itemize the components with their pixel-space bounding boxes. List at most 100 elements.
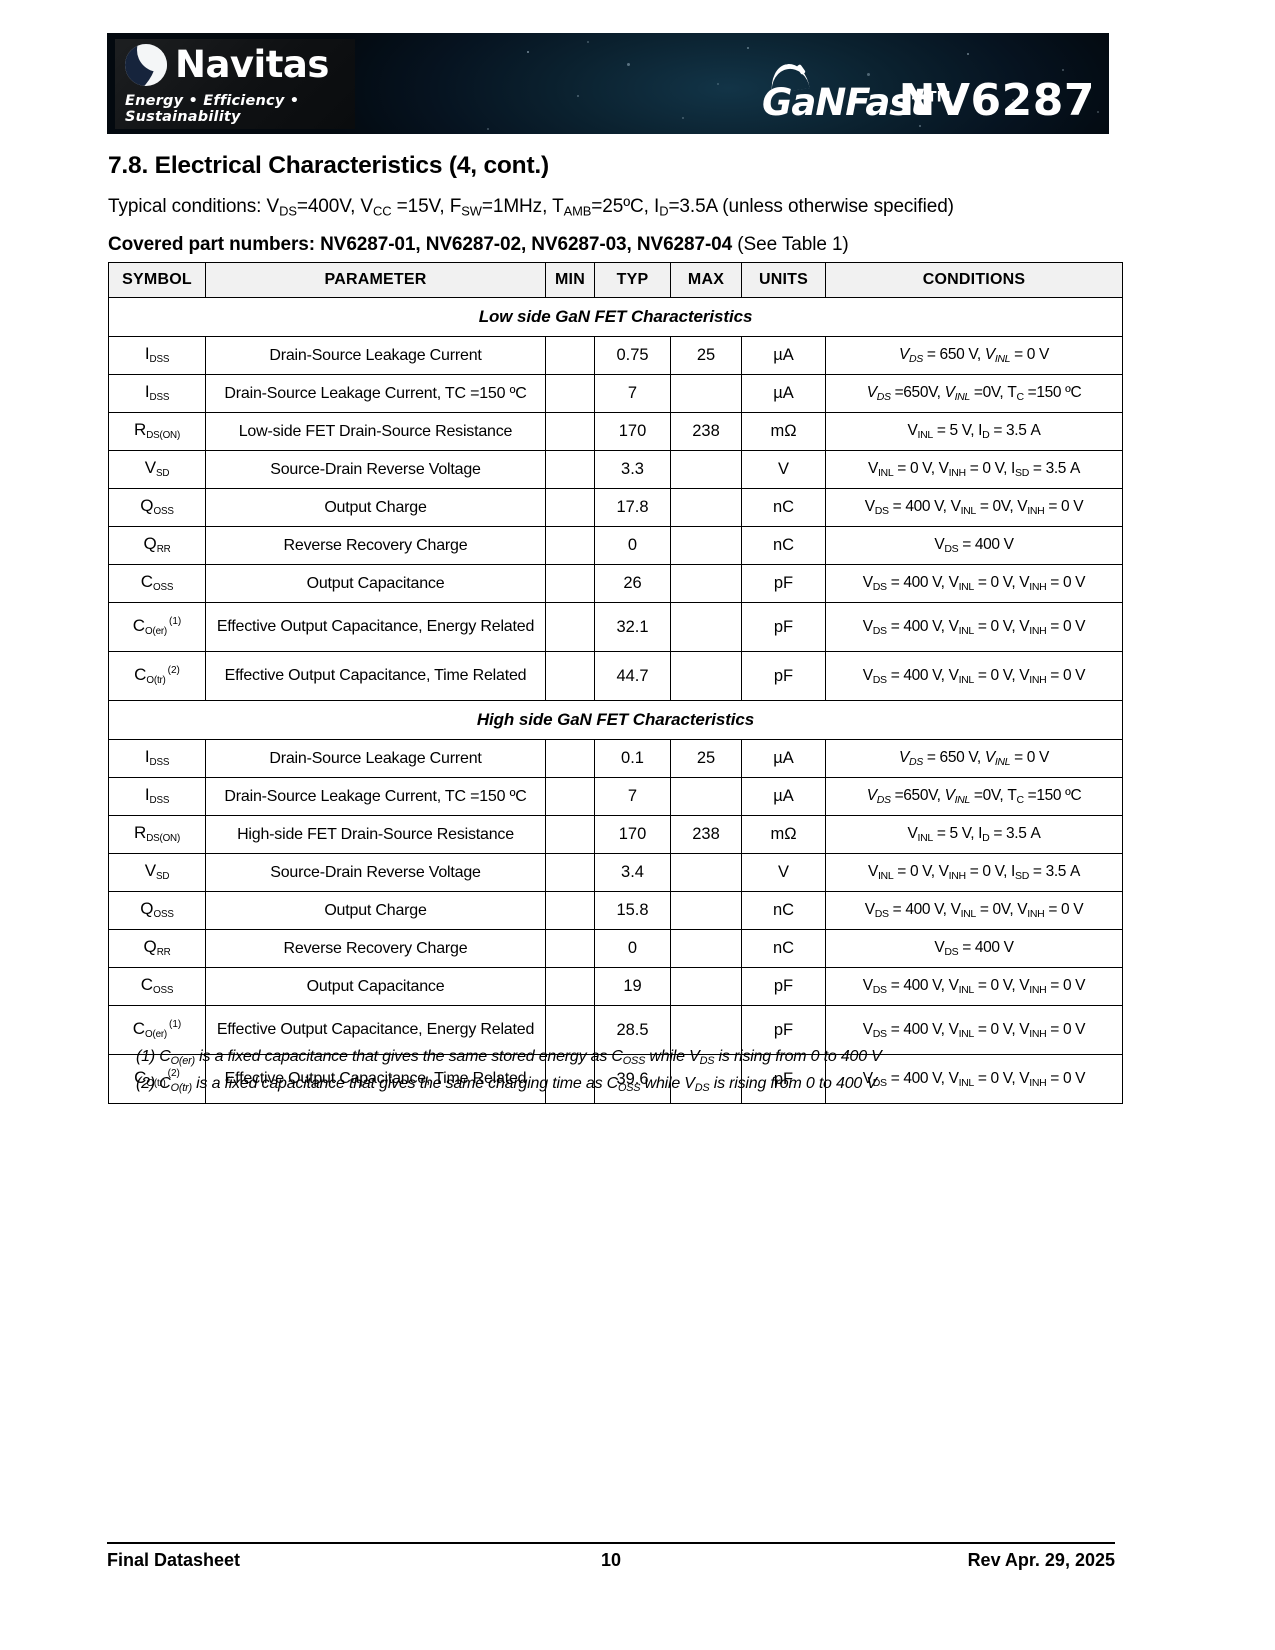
cell-min bbox=[545, 564, 595, 603]
cell-max: 25 bbox=[670, 739, 742, 778]
cell-parameter: Source-Drain Reverse Voltage bbox=[205, 853, 546, 892]
cell-symbol: QOSS bbox=[108, 891, 206, 930]
cell-conditions: VINL = 5 V, ID = 3.5 A bbox=[825, 815, 1123, 854]
cell-conditions: VDS = 650 V, VINL = 0 V bbox=[825, 739, 1123, 778]
cell-units: mΩ bbox=[741, 412, 826, 451]
cell-max: 238 bbox=[670, 815, 742, 854]
cell-typ: 32.1 bbox=[594, 602, 671, 652]
cell-conditions: VDS = 400 V, VINL = 0 V, VINH = 0 V bbox=[825, 651, 1123, 701]
cell-conditions: VDS = 400 V, VINL = 0 V, VINH = 0 V bbox=[825, 564, 1123, 603]
cell-typ: 7 bbox=[594, 777, 671, 816]
covered-part-numbers-line: Covered part numbers: NV6287-01, NV6287-… bbox=[108, 234, 849, 256]
trademark-mark: TM bbox=[927, 89, 951, 106]
cell-symbol: QRR bbox=[108, 526, 206, 565]
cell-parameter: Drain-Source Leakage Current bbox=[205, 336, 546, 375]
cell-units: nC bbox=[741, 929, 826, 968]
cell-typ: 28.5 bbox=[594, 1005, 671, 1055]
cell-typ: 0.1 bbox=[594, 739, 671, 778]
col-header-parameter: PARAMETER bbox=[205, 262, 546, 298]
cell-conditions: VDS =650V, VINL =0V, TC =150 ºC bbox=[825, 374, 1123, 413]
col-header-min: MIN bbox=[545, 262, 595, 298]
cell-typ: 3.3 bbox=[594, 450, 671, 489]
cell-symbol: RDS(ON) bbox=[108, 412, 206, 451]
cell-conditions: VDS = 400 V bbox=[825, 526, 1123, 565]
cell-min bbox=[545, 336, 595, 375]
cell-units: nC bbox=[741, 891, 826, 930]
cell-parameter: Reverse Recovery Charge bbox=[205, 929, 546, 968]
footnote-1: (1) CO(er) is a fixed capacitance that g… bbox=[136, 1048, 882, 1068]
typical-conditions-line: Typical conditions: VDS=400V, VCC =15V, … bbox=[108, 196, 954, 219]
cell-min bbox=[545, 374, 595, 413]
cell-parameter: High-side FET Drain-Source Resistance bbox=[205, 815, 546, 854]
table-row: QRR Reverse Recovery Charge 0 nC VDS = 400 V bbox=[108, 526, 1123, 565]
cell-max bbox=[670, 651, 742, 701]
footer-page-number: 10 bbox=[600, 1550, 622, 1570]
cell-min bbox=[545, 412, 595, 451]
cell-max bbox=[670, 526, 742, 565]
cell-symbol: CO(tr)(2) bbox=[108, 1054, 206, 1104]
cell-min bbox=[545, 651, 595, 701]
table-row: CO(er)(1) Effective Output Capacitance, E… bbox=[108, 602, 1123, 652]
ganfast-wordmark: GaNFast bbox=[762, 81, 928, 124]
cell-max bbox=[670, 564, 742, 603]
col-header-max: MAX bbox=[670, 262, 742, 298]
cell-typ: 26 bbox=[594, 564, 671, 603]
cell-parameter: Drain-Source Leakage Current, TC =150 ºC bbox=[205, 374, 546, 413]
cell-min bbox=[545, 602, 595, 652]
table-row: QRR Reverse Recovery Charge 0 nC VDS = 400 V bbox=[108, 929, 1123, 968]
cell-parameter: Effective Output Capacitance, Time Relat… bbox=[205, 1054, 546, 1104]
footer-right: Rev Apr. 29, 2025 bbox=[967, 1550, 1115, 1570]
cell-units: pF bbox=[741, 564, 826, 603]
cell-min bbox=[545, 853, 595, 892]
covered-suffix: (See Table 1) bbox=[737, 234, 849, 255]
cell-units: V bbox=[741, 853, 826, 892]
cell-conditions: VDS = 400 V, VINL = 0V, VINH = 0 V bbox=[825, 891, 1123, 930]
cell-units: pF bbox=[741, 1054, 826, 1104]
cell-parameter: Low-side FET Drain-Source Resistance bbox=[205, 412, 546, 451]
cell-min bbox=[545, 929, 595, 968]
cell-parameter: Output Capacitance bbox=[205, 967, 546, 1006]
page-footer: Final Datasheet 10 Rev Apr. 29, 2025 bbox=[107, 1550, 1115, 1571]
cell-conditions: VINL = 0 V, VINH = 0 V, ISD = 3.5 A bbox=[825, 853, 1123, 892]
table-row: QOSS Output Charge 15.8 nC VDS = 400 V, VINL… bbox=[108, 891, 1123, 930]
col-header-units: UNITS bbox=[741, 262, 826, 298]
footnote-2: (2) CO(tr) is a fixed capacitance that g… bbox=[136, 1075, 877, 1095]
cell-units: mΩ bbox=[741, 815, 826, 854]
table-row: CO(er)(1) Effective Output Capacitance, E… bbox=[108, 1005, 1123, 1055]
cell-conditions: VINL = 0 V, VINH = 0 V, ISD = 3.5 A bbox=[825, 450, 1123, 489]
cell-symbol: RDS(ON) bbox=[108, 815, 206, 854]
cell-conditions: VDS = 400 V bbox=[825, 929, 1123, 968]
table-row: CO(tr)(2) Effective Output Capacitance, T… bbox=[108, 1054, 1123, 1104]
cell-units: nC bbox=[741, 488, 826, 527]
table-footnotes: (1) CO(er) is a fixed capacitance that g… bbox=[136, 1048, 882, 1102]
table-section-row: High side GaN FET Characteristics bbox=[108, 700, 1123, 740]
cell-typ: 170 bbox=[594, 412, 671, 451]
cell-units: µA bbox=[741, 336, 826, 375]
cell-typ: 0 bbox=[594, 526, 671, 565]
cell-typ: 39.6 bbox=[594, 1054, 671, 1104]
cell-typ: 0 bbox=[594, 929, 671, 968]
covered-parts: NV6287-01, NV6287-02, NV6287-03, NV6287-… bbox=[320, 234, 733, 255]
section-title: Low side GaN FET Characteristics bbox=[108, 297, 1123, 337]
cell-parameter: Source-Drain Reverse Voltage bbox=[205, 450, 546, 489]
navitas-n-mark-icon bbox=[125, 43, 167, 86]
table-header: SYMBOL PARAMETER MIN TYP MAX UNITS CONDI… bbox=[108, 262, 1123, 298]
part-number-title: NV6287 bbox=[898, 75, 1095, 126]
covered-label: Covered part numbers: bbox=[108, 234, 315, 255]
cell-symbol: VSD bbox=[108, 450, 206, 489]
cell-max: 25 bbox=[670, 336, 742, 375]
cell-parameter: Output Charge bbox=[205, 891, 546, 930]
cell-symbol: CO(tr)(2) bbox=[108, 651, 206, 701]
cell-min bbox=[545, 891, 595, 930]
cell-max bbox=[670, 488, 742, 527]
cell-conditions: VDS = 400 V, VINL = 0 V, VINH = 0 V bbox=[825, 1054, 1123, 1104]
cell-typ: 17.8 bbox=[594, 488, 671, 527]
cell-max bbox=[670, 602, 742, 652]
cell-parameter: Output Capacitance bbox=[205, 564, 546, 603]
cell-min bbox=[545, 526, 595, 565]
cell-units: pF bbox=[741, 967, 826, 1006]
cell-conditions: VDS = 400 V, VINL = 0 V, VINH = 0 V bbox=[825, 967, 1123, 1006]
table-row: COSS Output Capacitance 19 pF VDS = 400 V, V… bbox=[108, 967, 1123, 1006]
cell-symbol: QRR bbox=[108, 929, 206, 968]
